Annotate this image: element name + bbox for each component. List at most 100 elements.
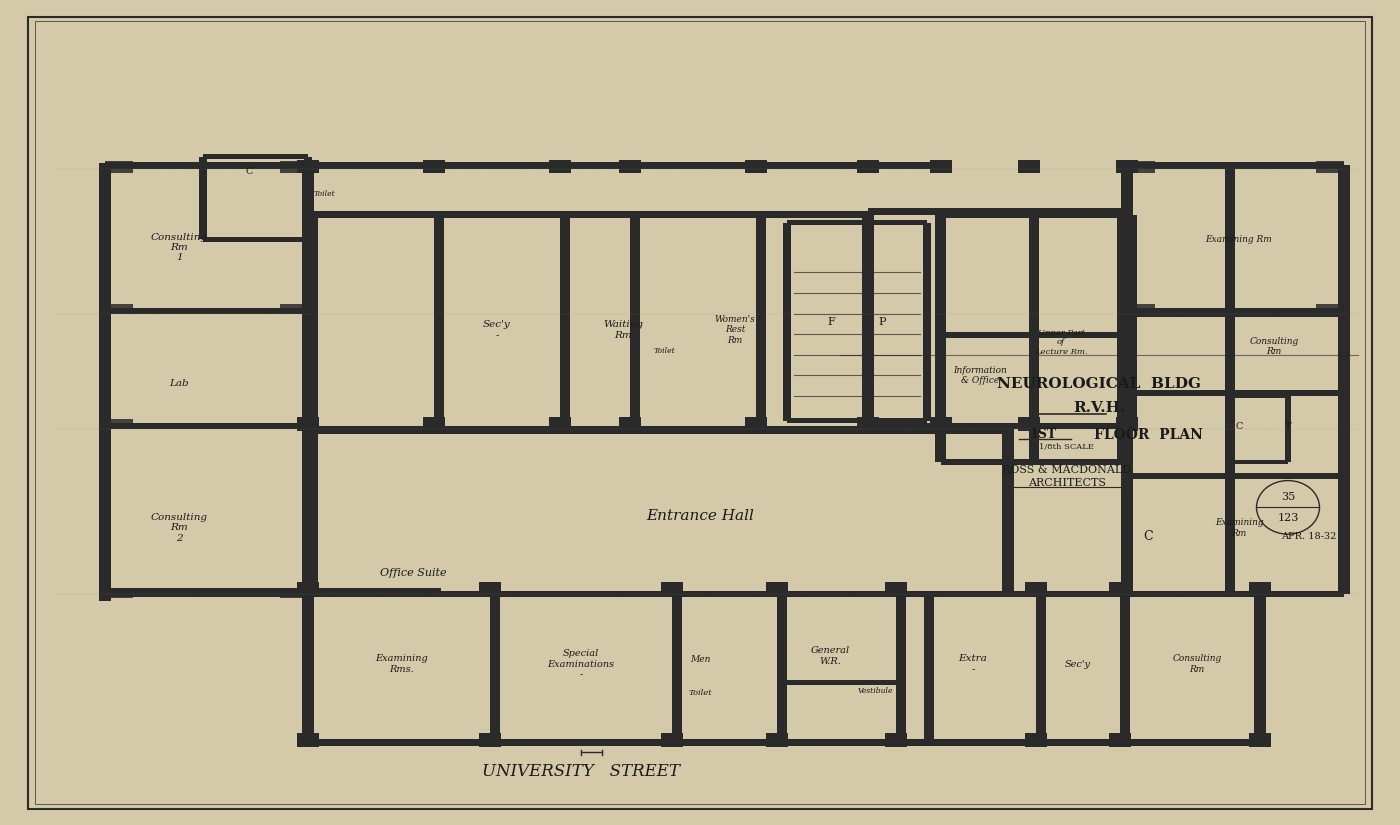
Bar [549, 417, 571, 431]
Bar [308, 429, 318, 594]
Bar [490, 594, 500, 742]
Bar [1127, 308, 1344, 314]
Text: Women's
Rest
Rm: Women's Rest Rm [714, 315, 756, 345]
Bar [308, 426, 868, 432]
Text: Lab: Lab [169, 380, 189, 388]
Bar [434, 214, 444, 429]
Text: Men: Men [690, 656, 710, 664]
Bar [297, 160, 319, 173]
Bar [1232, 394, 1288, 398]
Text: Examining
Rms.: Examining Rms. [375, 654, 428, 674]
Bar [99, 307, 111, 320]
Bar [661, 733, 683, 747]
Bar [857, 417, 879, 431]
Text: Office Suite: Office Suite [379, 568, 447, 578]
Text: Upper Part
of
Lecture Rm.: Upper Part of Lecture Rm. [1035, 329, 1088, 356]
Text: ARCHITECTS: ARCHITECTS [1028, 478, 1106, 488]
Bar [1018, 160, 1040, 173]
Text: APR. 18-32: APR. 18-32 [1281, 532, 1337, 540]
Bar [105, 162, 308, 168]
Bar [423, 160, 445, 173]
Bar [935, 214, 946, 462]
Bar [297, 733, 319, 747]
Bar [308, 428, 1008, 434]
Bar [302, 163, 314, 176]
Bar [745, 417, 767, 431]
Bar [105, 163, 931, 169]
Bar [862, 214, 874, 429]
Bar [302, 429, 314, 594]
Bar [1029, 214, 1039, 462]
Bar [923, 223, 931, 421]
Bar [99, 587, 111, 601]
Text: F: F [827, 317, 836, 327]
Bar [280, 304, 308, 314]
Text: 1/8th SCALE: 1/8th SCALE [1039, 443, 1095, 451]
Bar [1127, 162, 1344, 168]
Text: Toilet: Toilet [314, 190, 336, 198]
Bar [203, 154, 308, 159]
Bar [1025, 582, 1047, 596]
Text: Toilet: Toilet [689, 689, 711, 697]
Bar [1232, 460, 1288, 464]
Bar [1249, 582, 1271, 596]
Bar [203, 237, 308, 242]
Bar [1121, 165, 1133, 314]
Bar [1109, 733, 1131, 747]
Text: Entrance Hall: Entrance Hall [645, 509, 755, 522]
Bar [777, 680, 896, 685]
Bar [479, 733, 501, 747]
Bar [105, 308, 308, 314]
Bar [619, 160, 641, 173]
Bar [479, 582, 501, 596]
Bar [745, 160, 767, 173]
Text: R.V.H.: R.V.H. [1072, 402, 1126, 415]
Text: Vestibule: Vestibule [857, 686, 893, 695]
Text: 123: 123 [1277, 513, 1299, 523]
Bar [630, 214, 640, 429]
Bar [1285, 396, 1291, 462]
Bar [1116, 417, 1138, 431]
Bar [302, 165, 314, 594]
Text: Consulting
Rm
2: Consulting Rm 2 [151, 513, 207, 543]
Bar [868, 208, 1127, 214]
Text: General
W.R.: General W.R. [811, 646, 850, 666]
Bar [661, 582, 683, 596]
Bar [619, 417, 641, 431]
Text: Information
& Office: Information & Office [953, 365, 1007, 385]
Bar [787, 220, 927, 225]
Bar [930, 417, 952, 431]
Text: Special
Examinations
-: Special Examinations - [547, 649, 615, 679]
Bar [1225, 396, 1231, 462]
Bar [302, 214, 314, 429]
Text: T: T [1285, 422, 1291, 431]
Bar [1025, 733, 1047, 747]
Bar [308, 739, 1260, 746]
Bar [560, 214, 570, 429]
Text: Consulting
Rm: Consulting Rm [1172, 654, 1222, 674]
Bar [1316, 161, 1344, 173]
Bar [1127, 163, 1344, 169]
Bar [105, 161, 133, 173]
Bar [1120, 594, 1130, 742]
Bar [868, 423, 1127, 429]
Bar [1338, 165, 1350, 314]
Bar [280, 161, 308, 173]
Text: C: C [1144, 530, 1152, 543]
Bar [1229, 396, 1235, 462]
Bar [105, 304, 133, 314]
Text: UNIVERSITY   STREET: UNIVERSITY STREET [482, 763, 680, 780]
Bar [308, 211, 868, 218]
Text: Examining Rm: Examining Rm [1205, 235, 1273, 243]
Bar [1316, 304, 1344, 314]
Bar [1116, 160, 1138, 173]
Bar [302, 307, 314, 320]
Bar [304, 157, 312, 239]
Bar [1127, 310, 1344, 317]
Text: ROSS & MACDONALD: ROSS & MACDONALD [1002, 465, 1131, 475]
Text: Examining
Rm: Examining Rm [1215, 518, 1263, 538]
Bar [308, 214, 318, 429]
Bar [1127, 162, 1344, 168]
Bar [302, 422, 314, 436]
Bar [1225, 165, 1235, 594]
